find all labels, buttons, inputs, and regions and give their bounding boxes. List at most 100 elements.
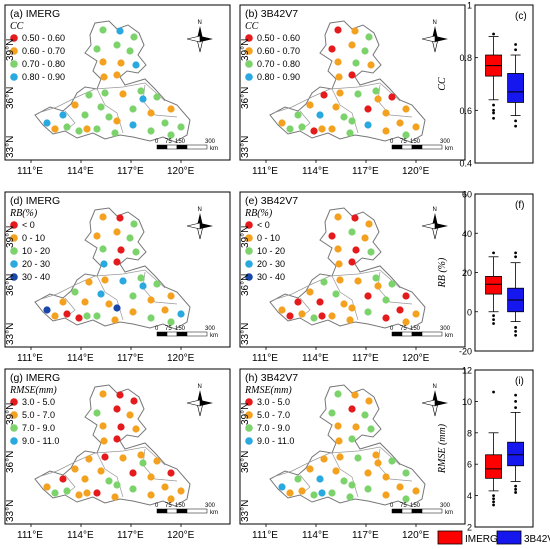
box-3b42v7 xyxy=(507,43,525,128)
y-axis-label: CC xyxy=(437,77,448,91)
station-marker xyxy=(147,109,155,117)
outlier-point xyxy=(492,497,495,501)
station-marker xyxy=(402,495,410,503)
svg-text:0: 0 xyxy=(390,326,394,332)
lat-tick-label: 33°N xyxy=(240,500,251,522)
station-marker xyxy=(129,292,137,300)
station-marker xyxy=(348,405,356,413)
station-marker xyxy=(402,131,410,139)
station-marker xyxy=(147,296,155,304)
lat-tick-label: 33°N xyxy=(5,136,16,158)
station-marker xyxy=(129,121,137,129)
station-marker xyxy=(361,411,369,419)
legend-label: 10 - 20 xyxy=(257,246,285,256)
station-marker xyxy=(286,125,294,133)
station-marker xyxy=(334,390,342,398)
station-marker xyxy=(328,125,336,133)
svg-text:300: 300 xyxy=(205,139,216,145)
panel-label: (i) xyxy=(515,376,524,387)
station-marker xyxy=(336,276,344,284)
box-imerg xyxy=(485,390,502,507)
station-marker xyxy=(318,312,326,320)
north-arrow-icon: N xyxy=(421,207,448,240)
lat-tick-label: 39°N xyxy=(5,39,16,61)
lon-tick-label: 114°E xyxy=(302,353,329,364)
station-marker xyxy=(63,487,71,495)
svg-text:75: 75 xyxy=(400,326,407,332)
station-marker xyxy=(382,473,390,481)
station-marker xyxy=(100,437,108,445)
station-marker xyxy=(116,27,124,35)
station-marker xyxy=(167,318,175,326)
y-tick-label: 1 xyxy=(467,1,472,11)
station-marker xyxy=(364,485,372,493)
north-arrow-icon: N xyxy=(421,384,448,417)
lon-tick-label: 120°E xyxy=(167,166,195,177)
outlier-point xyxy=(514,406,517,410)
station-marker xyxy=(93,125,101,133)
svg-text:150: 150 xyxy=(410,503,421,509)
y-tick-label: 0.8 xyxy=(459,53,472,63)
lat-tick-label: 36°N xyxy=(240,87,251,109)
station-marker xyxy=(59,298,67,306)
map-subtitle: CC xyxy=(245,21,259,32)
legend-marker xyxy=(245,34,253,42)
station-marker xyxy=(129,308,137,316)
station-marker xyxy=(161,119,169,127)
legend-swatch-imerg xyxy=(437,530,463,545)
lat-tick-label: 33°N xyxy=(240,136,251,158)
lat-tick-label: 36°N xyxy=(5,451,16,473)
station-marker xyxy=(352,59,360,67)
station-marker xyxy=(340,300,348,308)
station-marker xyxy=(51,125,59,133)
station-marker xyxy=(316,298,324,306)
station-marker xyxy=(364,469,372,477)
legend-marker xyxy=(245,411,253,419)
station-marker xyxy=(93,489,101,497)
outlier-point xyxy=(514,484,517,488)
map-subtitle: RMSE(mm) xyxy=(244,385,292,396)
lat-tick-label: 39°N xyxy=(240,226,251,248)
legend-marker xyxy=(245,73,253,81)
station-marker xyxy=(365,397,373,405)
map-subtitle: CC xyxy=(10,21,24,32)
legend-label: 5.0 - 7.0 xyxy=(22,410,55,420)
station-marker xyxy=(306,465,314,473)
station-marker xyxy=(367,248,375,256)
station-marker xyxy=(113,258,121,266)
legend-marker xyxy=(10,247,18,255)
svg-text:km: km xyxy=(445,510,453,516)
lon-tick-label: 111°E xyxy=(17,353,43,364)
station-marker xyxy=(99,422,107,430)
svg-text:N: N xyxy=(433,207,437,213)
lat-tick-label: 33°N xyxy=(240,323,251,345)
station-marker xyxy=(177,487,185,495)
station-marker xyxy=(388,280,396,288)
station-marker xyxy=(382,296,390,304)
station-marker xyxy=(402,292,410,300)
box-body xyxy=(507,73,525,103)
station-marker xyxy=(286,312,294,320)
legend-label: 0.70 - 0.80 xyxy=(257,59,300,69)
station-marker xyxy=(382,491,390,499)
station-marker xyxy=(336,453,344,461)
lat-tick-label: 39°N xyxy=(5,403,16,425)
station-marker xyxy=(59,111,67,119)
legend-marker xyxy=(10,398,18,406)
station-marker xyxy=(119,454,127,462)
lat-tick-label: 33°N xyxy=(5,323,16,345)
legend-marker xyxy=(10,411,18,419)
legend-marker xyxy=(245,47,253,55)
station-marker xyxy=(167,131,175,139)
legend-label: 3.0 - 5.0 xyxy=(257,397,290,407)
legend-marker xyxy=(10,260,18,268)
legend-marker xyxy=(245,260,253,268)
legend-marker xyxy=(10,73,18,81)
station-marker xyxy=(318,125,326,133)
station-marker xyxy=(147,491,155,499)
station-marker xyxy=(310,314,318,322)
